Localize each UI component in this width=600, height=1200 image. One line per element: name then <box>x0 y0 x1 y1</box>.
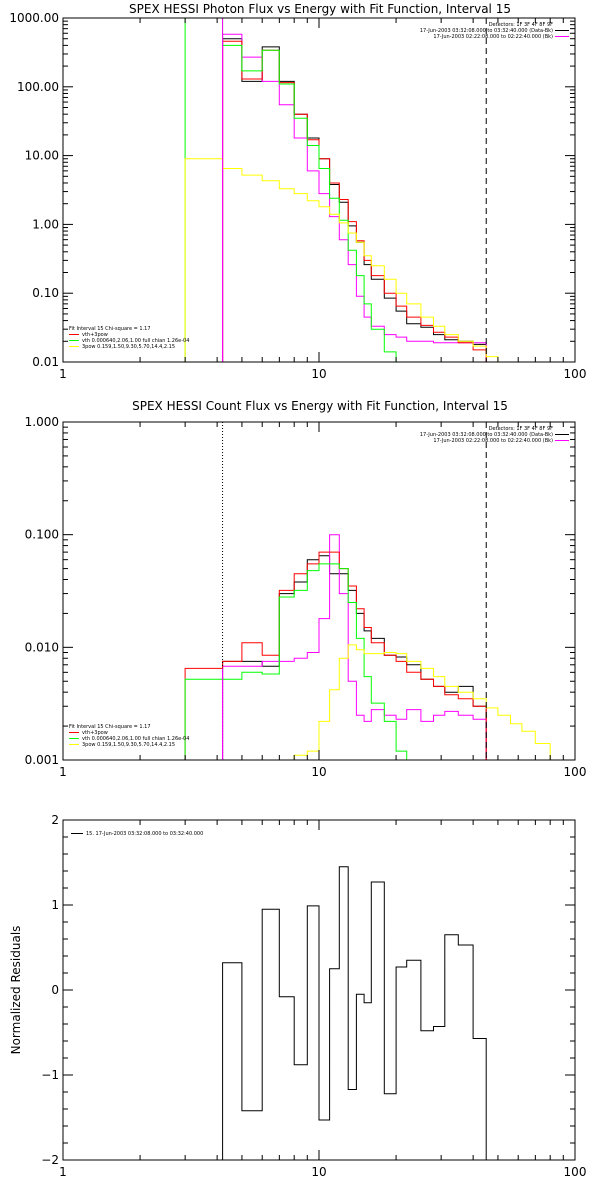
series-group <box>184 422 551 760</box>
residuals-plot-area: 1 10 100 −2 −1 0 1 2 15. 17-Jun-2003 03:32:08.00… <box>41 813 586 1179</box>
x-tick-label: 100 <box>564 1165 587 1179</box>
y-tick-label: 1000.00 <box>9 11 59 25</box>
legend: 15. 17-Jun-2003 03:32:08.000 to 03:32:40… <box>71 831 203 837</box>
legend-entry: 17-Jun-2003 03:32:08.000 to 03:32:40.000… <box>420 432 553 438</box>
y-tick-label: 1.000 <box>25 415 59 429</box>
series-line-vth-3pow <box>222 40 487 362</box>
fit-legend-entry: Fit Interval 15 Chi-square = 1.17 <box>69 326 151 332</box>
y-tick-label: 100.00 <box>17 80 59 94</box>
legend-entry: 17-Jun-2003 03:32:08.000 to 03:32:40.000… <box>420 28 553 34</box>
y-tick-label: 0.10 <box>32 286 59 300</box>
fit-legend-entry: vth+3pow <box>82 730 108 736</box>
series-line-15-17-jun-2003-03-32-08-000-to-03-32-40-000 <box>222 866 487 1160</box>
residuals-panel: Normalized Residuals 1 10 100 −2 −1 0 1 2 15. 17… <box>9 813 586 1179</box>
y-tick-label: 0.01 <box>32 355 59 369</box>
count-flux-panel: SPEX HESSI Count Flux vs Energy with Fit… <box>25 399 587 779</box>
y-axis: 0.001 0.010 0.100 1.000 <box>25 415 575 767</box>
y-tick-label: 0.001 <box>25 753 59 767</box>
y-tick-label: 0.010 <box>25 640 59 654</box>
fit-legend-entry: 3pow 0.159,1.50,9.30,5.70,14.4,2.15 <box>82 742 175 748</box>
y-tick-label: 10.00 <box>25 149 59 163</box>
legend-entry: Detectors: 1F 3F 4F 8F 9F <box>489 426 553 432</box>
series-line-bk <box>222 33 487 362</box>
legend-entry: 17-Jun-2003 02:22:08.000 to 02:22:40.000… <box>433 438 553 444</box>
x-tick-label: 1 <box>59 367 67 381</box>
series-line-vth <box>184 18 407 362</box>
fit-legend-entry: vth+3pow <box>82 332 108 338</box>
y-axis: −2 −1 0 1 2 <box>41 813 575 1167</box>
x-tick-label: 100 <box>564 367 587 381</box>
x-tick-label: 10 <box>311 765 326 779</box>
x-tick-label: 10 <box>311 367 326 381</box>
legend-entry: Detectors: 1F 3F 4F 8F 9F <box>489 22 553 28</box>
fit-legend-entry: vth 0.000640,2.06,1.00 full chian 1.26e-… <box>82 736 189 742</box>
x-tick-label: 10 <box>311 1165 326 1179</box>
photon-flux-title: SPEX HESSI Photon Flux vs Energy with Fi… <box>129 2 511 16</box>
series-line-3pow <box>184 158 522 362</box>
series-group <box>184 18 522 362</box>
y-tick-label: 0 <box>51 983 59 997</box>
y-axis: 0.01 0.10 1.00 10.00 100.00 1000.00 <box>9 11 575 369</box>
photon-flux-plot-area: 1 10 100 0.01 0.10 1.00 10.00 100.00 1000.00 Dete… <box>9 11 586 381</box>
count-flux-title: SPEX HESSI Count Flux vs Energy with Fit… <box>132 399 508 413</box>
fit-legend-entry: 3pow 0.159,1.50,9.30,5.70,14.4,2.15 <box>82 344 175 350</box>
y-tick-label: 1 <box>51 898 59 912</box>
x-axis: 1 10 100 <box>59 18 586 381</box>
y-tick-label: −1 <box>41 1068 59 1082</box>
y-tick-label: 1.00 <box>32 217 59 231</box>
photon-flux-panel: SPEX HESSI Photon Flux vs Energy with Fi… <box>9 2 586 381</box>
y-tick-label: 0.100 <box>25 528 59 542</box>
fit-legend: Fit Interval 15 Chi-square = 1.17vth+3po… <box>69 724 189 748</box>
x-tick-label: 1 <box>59 765 67 779</box>
residuals-ylabel: Normalized Residuals <box>9 926 23 1055</box>
y-tick-label: −2 <box>41 1153 59 1167</box>
count-flux-plot-area: 1 10 100 0.001 0.010 0.100 1.000 Detectors: 1F … <box>25 415 587 779</box>
x-tick-label: 1 <box>59 1165 67 1179</box>
legend-entry: 17-Jun-2003 02:22:08.000 to 02:22:40.000… <box>433 34 553 40</box>
series-line-bk <box>222 534 487 760</box>
y-tick-label: 2 <box>51 813 59 827</box>
series-group <box>222 866 487 1160</box>
fit-legend-entry: vth 0.000640,2.06,1.00 full chian 1.26e-… <box>82 338 189 344</box>
x-tick-label: 100 <box>564 765 587 779</box>
fit-legend: Fit Interval 15 Chi-square = 1.17vth+3po… <box>69 326 189 350</box>
fit-legend-entry: Fit Interval 15 Chi-square = 1.17 <box>69 724 151 730</box>
legend-entry: 15. 17-Jun-2003 03:32:08.000 to 03:32:40… <box>86 831 203 837</box>
series-line-3pow <box>185 644 551 760</box>
x-axis: 1 10 100 <box>59 422 586 779</box>
series-line-vth <box>184 563 421 760</box>
x-axis: 1 10 100 <box>59 820 586 1179</box>
